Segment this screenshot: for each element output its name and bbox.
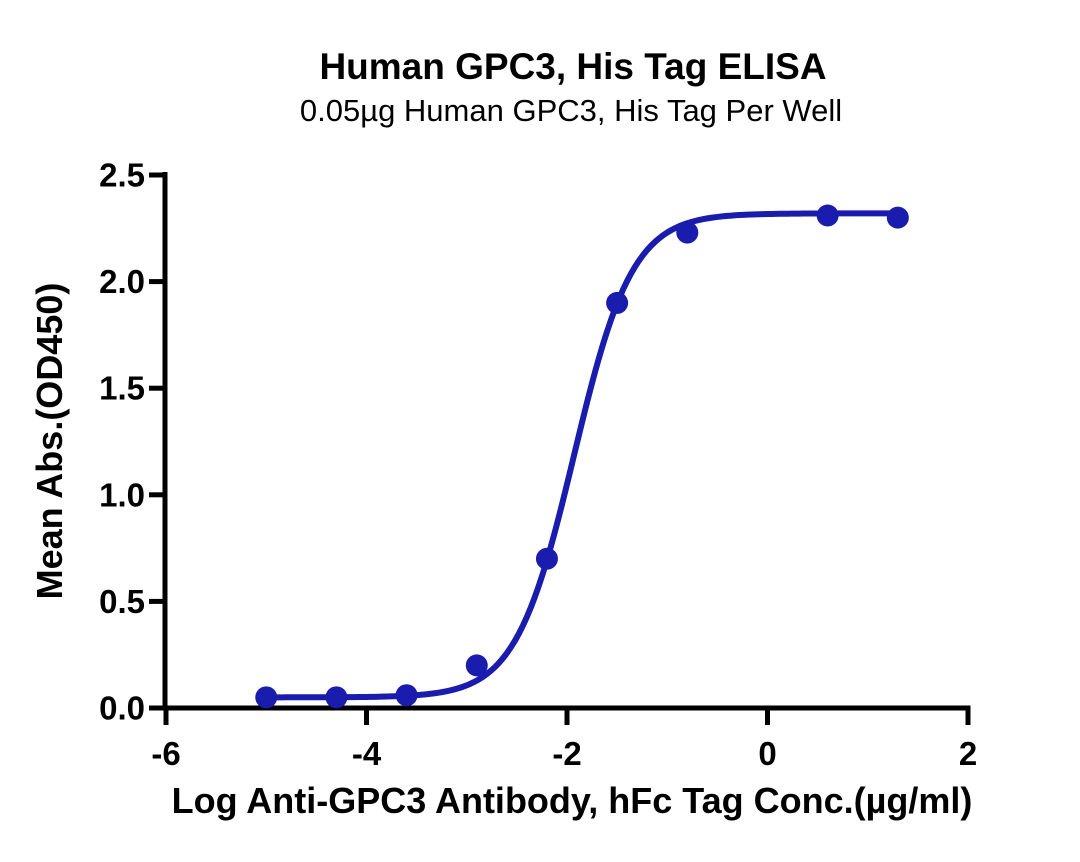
y-axis-label: Mean Abs.(OD450): [29, 283, 70, 600]
x-tick-label: -6: [151, 735, 180, 772]
y-tick-label: 2.0: [99, 263, 145, 300]
data-point: [255, 686, 278, 709]
y-tick-label: 2.5: [99, 157, 145, 194]
y-tick-label: 0.0: [99, 690, 145, 727]
data-point: [676, 221, 699, 244]
y-tick-label: 1.5: [99, 370, 145, 407]
x-tick-label: -2: [552, 735, 581, 772]
data-point: [395, 684, 418, 707]
x-axis-label: Log Anti-GPC3 Antibody, hFc Tag Conc.(µg…: [172, 780, 973, 821]
x-tick-label: 0: [758, 735, 776, 772]
data-point: [816, 204, 839, 227]
fit-curve: [263, 210, 899, 701]
y-tick-label: 0.5: [99, 583, 145, 620]
data-point: [606, 291, 629, 314]
axes: -6 -4 -2 0 2 0.0 0.5 1.0 1.5 2.0 2.5: [99, 157, 977, 773]
data-point: [325, 686, 348, 709]
x-tick-label: 2: [959, 735, 977, 772]
data-point: [535, 547, 558, 570]
data-series: [255, 204, 909, 709]
data-point: [465, 654, 488, 677]
data-point: [886, 206, 909, 229]
chart-title: Human GPC3, His Tag ELISA: [319, 46, 826, 87]
chart-subtitle: 0.05µg Human GPC3, His Tag Per Well: [300, 93, 842, 128]
x-tick-label: -4: [352, 735, 382, 772]
y-tick-label: 1.0: [99, 476, 145, 513]
